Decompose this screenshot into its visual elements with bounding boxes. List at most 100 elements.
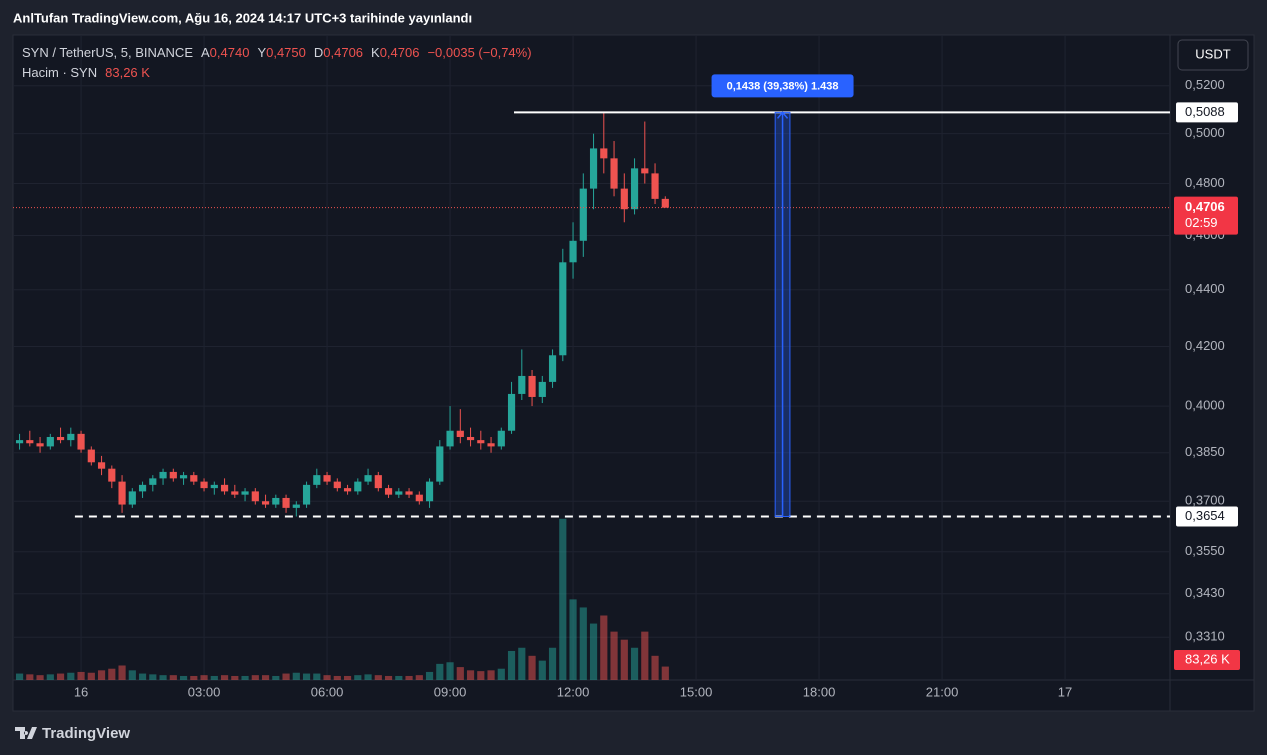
volume-bar bbox=[261, 675, 270, 680]
measure-arrow bbox=[776, 111, 789, 517]
x-tick-label: 15:00 bbox=[680, 684, 713, 699]
y-tick-label: 0,3550 bbox=[1185, 543, 1225, 558]
volume-bar bbox=[395, 675, 403, 680]
last-price-label: 0,4706 bbox=[1185, 199, 1225, 214]
volume-bar bbox=[56, 673, 65, 680]
candle-body bbox=[466, 436, 475, 441]
chart-pane bbox=[12, 34, 1255, 712]
ohlc-key: Y bbox=[257, 45, 266, 60]
legend-symbol-line: SYN / TetherUS, 5, BINANCE A0,4740 Y0,4750… bbox=[22, 45, 532, 60]
candle-body bbox=[630, 168, 639, 210]
candle-body bbox=[661, 198, 669, 208]
volume-bar bbox=[354, 675, 362, 680]
ohlc-value: 0,4706 bbox=[323, 45, 363, 60]
volume-bar bbox=[661, 666, 669, 680]
candle-body bbox=[548, 355, 557, 382]
brand-logo bbox=[15, 727, 37, 739]
volume-bar bbox=[343, 675, 352, 680]
candle-body bbox=[507, 393, 516, 431]
volume-bar bbox=[200, 675, 208, 680]
candle-body bbox=[354, 481, 362, 492]
candle-body bbox=[210, 484, 218, 489]
volume-bar bbox=[87, 672, 95, 680]
candle-body bbox=[343, 488, 352, 492]
ohlc-value: 0,4750 bbox=[266, 45, 306, 60]
ohlc-key: K bbox=[371, 45, 380, 60]
x-tick-label: 03:00 bbox=[188, 684, 221, 699]
candle-body bbox=[97, 462, 106, 469]
candle-body bbox=[15, 440, 24, 444]
candle-body bbox=[456, 430, 464, 437]
volume-bar bbox=[77, 671, 85, 680]
candle-body bbox=[282, 497, 290, 508]
candle-body bbox=[190, 475, 198, 482]
volume-bar bbox=[507, 650, 516, 680]
candle-body bbox=[169, 471, 177, 479]
candle-body bbox=[569, 240, 577, 263]
volume-bar bbox=[179, 675, 188, 680]
volume-bar bbox=[159, 675, 167, 680]
volume-bar bbox=[364, 674, 372, 680]
volume-bar bbox=[272, 675, 280, 680]
candle-body bbox=[220, 484, 229, 492]
candle-body bbox=[231, 491, 239, 495]
candle-body bbox=[241, 491, 249, 495]
currency[interactable]: USDT bbox=[1195, 46, 1230, 61]
volume-bar bbox=[651, 655, 659, 680]
ohlc-value: 0,4740 bbox=[210, 45, 250, 60]
candle-body bbox=[405, 491, 413, 495]
volume-bar bbox=[26, 674, 34, 680]
volume-bar bbox=[425, 671, 434, 680]
volume-bar bbox=[220, 675, 229, 680]
candle-body bbox=[364, 475, 372, 482]
volume-bar bbox=[477, 671, 485, 680]
volume-bar bbox=[292, 672, 300, 680]
candle-body bbox=[579, 188, 587, 241]
candle-body bbox=[384, 488, 393, 495]
candle-body bbox=[497, 430, 505, 447]
countdown: 02:59 bbox=[1185, 215, 1218, 230]
price-tag-label: 0,5088 bbox=[1185, 104, 1225, 119]
volume-bar bbox=[67, 672, 75, 680]
y-tick-label: 0,4400 bbox=[1185, 281, 1225, 296]
candle-body bbox=[251, 491, 259, 502]
legend-volume-line: Hacim · SYN 83,26 K bbox=[22, 65, 150, 80]
y-tick-label: 0,3700 bbox=[1185, 493, 1225, 508]
y-tick-label: 0,5000 bbox=[1185, 125, 1225, 140]
candle-body bbox=[333, 481, 341, 489]
x-tick-label: 09:00 bbox=[434, 684, 467, 699]
candle-body bbox=[87, 449, 95, 463]
candle-body bbox=[313, 475, 321, 485]
y-tick-label: 0,4200 bbox=[1185, 338, 1225, 353]
volume-bar bbox=[548, 647, 557, 680]
price-tag bbox=[1176, 102, 1238, 123]
candle-body bbox=[610, 158, 618, 189]
volume-bar bbox=[169, 675, 177, 680]
volume-bar bbox=[620, 639, 628, 680]
candle-body bbox=[46, 436, 54, 447]
candle-body bbox=[56, 436, 65, 441]
candle-body bbox=[415, 494, 423, 502]
y-tick-label: 0,3430 bbox=[1185, 585, 1225, 600]
volume-bar bbox=[118, 665, 126, 680]
candle-body bbox=[425, 481, 434, 502]
candle-body bbox=[374, 475, 382, 489]
volume-bar bbox=[538, 660, 546, 680]
candle-body bbox=[589, 148, 598, 189]
y-tick-label: 0,4800 bbox=[1185, 175, 1225, 190]
volume-bar bbox=[282, 673, 290, 680]
currency-button[interactable] bbox=[1177, 39, 1249, 71]
x-tick-label: 17 bbox=[1058, 684, 1072, 699]
volume-bar bbox=[323, 675, 331, 680]
candle-body bbox=[36, 443, 44, 447]
candle-body bbox=[518, 375, 526, 394]
volume-bar bbox=[610, 631, 618, 680]
volume-bar bbox=[405, 675, 413, 680]
volume-bar bbox=[569, 599, 577, 680]
volume-bar bbox=[559, 518, 567, 680]
y-tick-label: 0,4000 bbox=[1185, 398, 1225, 413]
volume-value: 83,26 K bbox=[105, 65, 150, 80]
ohlc-key: D bbox=[314, 45, 323, 60]
candle-body bbox=[395, 491, 403, 495]
